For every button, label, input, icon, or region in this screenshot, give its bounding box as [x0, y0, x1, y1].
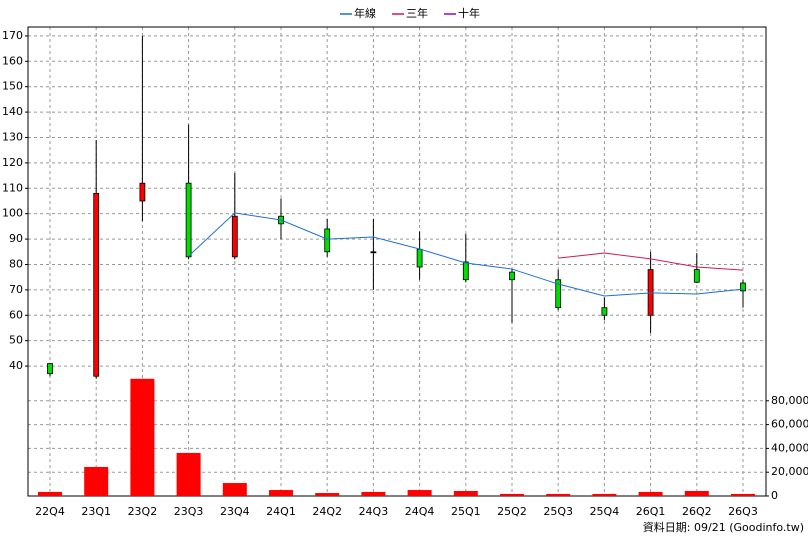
plot-border: [27, 26, 767, 497]
y-tick-label: 70: [9, 283, 23, 296]
y-tick-label: 110: [2, 181, 23, 194]
volume-bar: [407, 490, 432, 496]
ma-line: [188, 212, 744, 297]
candle-body: [231, 215, 238, 258]
x-tick-label: 23Q1: [81, 505, 111, 518]
candle-body: [370, 251, 377, 254]
x-tick-label: 26Q2: [682, 505, 712, 518]
candle-body: [601, 307, 608, 316]
legend-label: 十年: [458, 6, 480, 20]
x-tick-label: 25Q4: [590, 505, 620, 518]
candle-body: [693, 269, 700, 283]
y2-tick-label: 20,000: [771, 465, 808, 478]
y-tick-label: 150: [2, 80, 23, 93]
x-tick-label: 24Q4: [405, 505, 435, 518]
legend-label: 三年: [406, 6, 428, 20]
candle-body: [416, 248, 423, 268]
x-tick-label: 26Q1: [636, 505, 666, 518]
x-tick-label: 22Q4: [35, 505, 65, 518]
volume-bar: [361, 491, 386, 496]
candle-body: [139, 182, 146, 202]
volume-bar: [453, 491, 478, 496]
x-tick-label: 23Q3: [174, 505, 204, 518]
x-tick-label: 24Q3: [359, 505, 389, 518]
y2-tick-label: 60,000: [771, 418, 808, 431]
y-tick-label: 130: [2, 130, 23, 143]
y-tick-label: 170: [2, 29, 23, 42]
volume-bar: [500, 493, 524, 496]
candle-body: [47, 363, 53, 375]
candle-body: [740, 282, 746, 292]
candle-body: [555, 279, 562, 309]
legend-label: 年線: [354, 6, 376, 20]
candle-body: [462, 261, 469, 281]
y-tick-label: 80: [9, 257, 23, 270]
y-tick-label: 60: [9, 308, 23, 321]
candle-body: [185, 182, 192, 258]
y-tick-label: 50: [9, 334, 23, 347]
x-tick-label: 25Q3: [543, 505, 573, 518]
x-tick-label: 24Q1: [266, 505, 296, 518]
x-tick-label: 24Q2: [312, 505, 342, 518]
y-tick-label: 40: [9, 359, 23, 372]
volume-bar: [684, 491, 709, 496]
y-tick-label: 100: [2, 207, 23, 220]
y-tick-label: 160: [2, 54, 23, 67]
volume-bar: [130, 378, 155, 496]
candle-body: [93, 192, 100, 377]
y-tick-label: 90: [9, 232, 23, 245]
volume-bar: [176, 452, 201, 496]
candle-body: [509, 271, 515, 281]
y2-tick-label: 80,000: [771, 394, 808, 407]
volume-bar: [638, 491, 663, 496]
y2-tick-label: 40,000: [771, 441, 808, 454]
y-tick-label: 120: [2, 156, 23, 169]
volume-bar: [38, 491, 62, 496]
ma-line: [558, 252, 744, 271]
x-tick-label: 25Q1: [451, 505, 481, 518]
y-tick-label: 140: [2, 105, 23, 118]
footer: 資料日期: 09/21 (Goodinfo.tw): [643, 520, 804, 534]
x-tick-label: 25Q2: [497, 505, 527, 518]
volume-bar: [731, 493, 755, 496]
x-tick-label: 23Q2: [128, 505, 158, 518]
x-tick-label: 26Q3: [728, 505, 758, 518]
candle-body: [324, 228, 331, 253]
volume-bar: [315, 493, 340, 496]
volume-bar: [592, 493, 617, 496]
x-tick-label: 23Q4: [220, 505, 250, 518]
volume-bar: [222, 483, 247, 496]
volume-bar: [546, 493, 571, 496]
volume-bar: [84, 466, 109, 496]
y2-tick-label: 0: [771, 489, 778, 502]
candle-body: [647, 269, 654, 316]
volume-bar: [269, 490, 293, 496]
